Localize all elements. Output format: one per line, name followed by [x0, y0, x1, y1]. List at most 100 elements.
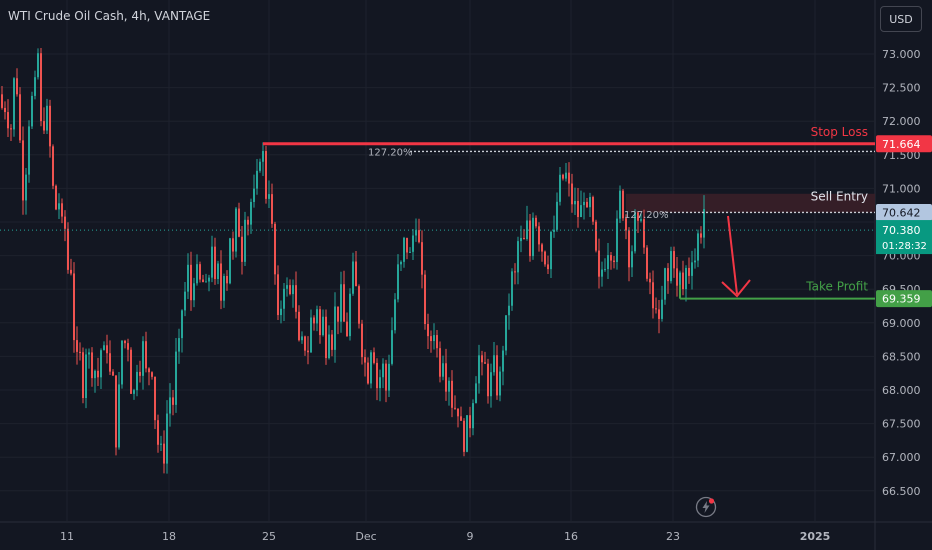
- candle-body: [91, 352, 93, 379]
- candle-body: [79, 351, 81, 353]
- candle-body: [193, 283, 195, 301]
- candle-body: [223, 276, 225, 301]
- stop-loss-price: 71.664: [882, 138, 921, 151]
- candle-body: [448, 380, 450, 392]
- y-tick-label: 72.500: [882, 82, 921, 95]
- candle-body: [205, 281, 207, 283]
- candle-body: [595, 221, 597, 251]
- price-axis[interactable]: 73.00072.50072.00071.50071.00070.50070.0…: [876, 48, 932, 498]
- candle-body: [697, 233, 699, 261]
- candle-body: [628, 230, 630, 268]
- candle-body: [64, 216, 66, 229]
- candle-body: [484, 362, 486, 364]
- candle-body: [313, 317, 315, 324]
- candle-body: [616, 218, 618, 262]
- candle-body: [145, 341, 147, 369]
- candle-body: [361, 323, 363, 358]
- candle-body: [61, 203, 63, 217]
- candle-body: [364, 357, 366, 363]
- candle-body: [133, 390, 135, 394]
- candle-body: [571, 183, 573, 205]
- candle-body: [523, 237, 525, 240]
- candle-body: [445, 363, 447, 392]
- candle-body: [694, 260, 696, 263]
- candle-body: [520, 237, 522, 242]
- candle-body: [148, 368, 150, 373]
- candle-body: [691, 262, 693, 276]
- candle-body: [373, 352, 375, 363]
- candle-body: [451, 380, 453, 408]
- candle-body: [175, 351, 177, 405]
- candle-body: [328, 334, 330, 359]
- candle-body: [634, 212, 636, 252]
- candle-body: [472, 403, 474, 429]
- candle-body: [121, 340, 123, 385]
- candle-body: [667, 268, 669, 282]
- candle-body: [604, 269, 606, 271]
- candle-body: [394, 299, 396, 331]
- take-profit-price: 69.359: [882, 293, 921, 306]
- candle-body: [619, 190, 621, 219]
- candle-body: [124, 340, 126, 344]
- sell-entry-zone-box: [626, 193, 875, 213]
- candle-body: [493, 355, 495, 373]
- candle-body: [316, 309, 318, 324]
- candle-body: [211, 246, 213, 278]
- candle-body: [103, 345, 105, 351]
- candle-body: [454, 407, 456, 409]
- candle-body: [358, 286, 360, 324]
- candle-body: [622, 190, 624, 219]
- candle-body: [7, 112, 9, 129]
- candle-body: [397, 264, 399, 300]
- currency-button[interactable]: USD: [880, 6, 922, 32]
- candle-body: [13, 78, 15, 130]
- candle-body: [151, 372, 153, 377]
- y-tick-label: 67.500: [882, 418, 921, 431]
- candle-body: [169, 397, 171, 414]
- candle-body: [679, 272, 681, 286]
- candle-body: [115, 375, 117, 448]
- candle-body: [340, 284, 342, 322]
- candle-body: [553, 229, 555, 232]
- x-tick-label: Dec: [355, 530, 376, 543]
- candle-body: [241, 236, 243, 262]
- y-tick-label: 66.500: [882, 485, 921, 498]
- candle-body: [289, 285, 291, 295]
- candle-body: [535, 217, 537, 227]
- time-axis[interactable]: 11 18 25 Dec 9 16 23 2025: [60, 530, 830, 543]
- candle-body: [430, 336, 432, 342]
- candle-body: [487, 363, 489, 397]
- candle-body: [343, 284, 345, 322]
- candle-body: [31, 95, 33, 127]
- lightning-icon[interactable]: [695, 496, 717, 518]
- candle-body: [517, 241, 519, 273]
- y-tick-label: 72.000: [882, 115, 921, 128]
- candle-body: [46, 105, 48, 131]
- candle-body: [334, 306, 336, 350]
- x-tick-label: 9: [467, 530, 474, 543]
- candle-body: [532, 217, 534, 257]
- x-tick-label: 18: [162, 530, 176, 543]
- candle-body: [625, 218, 627, 231]
- candle-body: [157, 420, 159, 445]
- candle-body: [214, 246, 216, 279]
- candle-body: [526, 220, 528, 240]
- candle-body: [337, 306, 339, 322]
- candle-body: [40, 53, 42, 122]
- candle-body: [208, 277, 210, 282]
- candle-body: [556, 201, 558, 230]
- candle-body: [460, 416, 462, 421]
- candle-body: [601, 269, 603, 277]
- candle-body: [589, 197, 591, 208]
- candle-body: [385, 363, 387, 391]
- candle-body: [322, 316, 324, 336]
- y-tick-label: 73.000: [882, 48, 921, 61]
- candle-body: [217, 263, 219, 279]
- candle-body: [160, 443, 162, 445]
- candle-body: [271, 194, 273, 224]
- candle-body: [136, 371, 138, 391]
- fib-level-label: 127.20%: [624, 210, 669, 221]
